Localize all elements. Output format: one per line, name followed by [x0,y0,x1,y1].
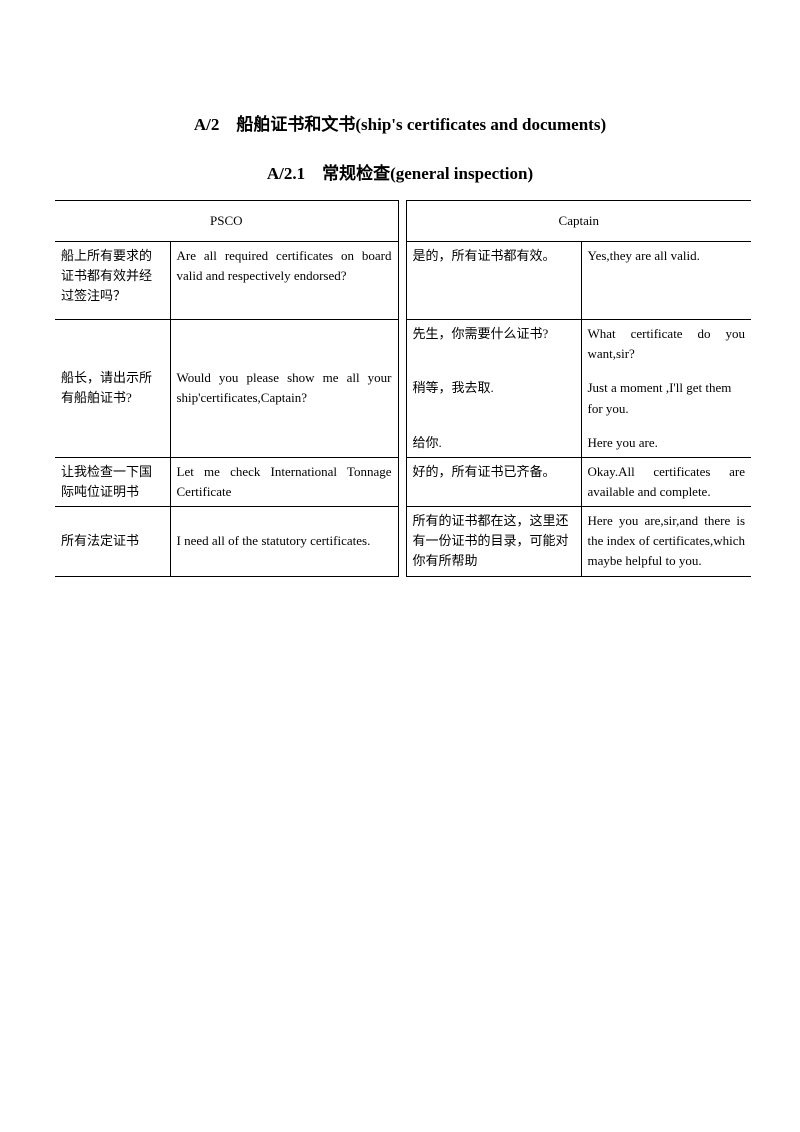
captain-en: Here you are. [581,429,751,458]
column-gap [398,457,406,506]
psco-en: Are all required certificates on board v… [170,242,398,320]
table-header-row: PSCO Captain [55,201,751,242]
captain-cn: 所有的证书都在这，这里还有一份证书的目录，可能对你有所帮助 [406,507,581,576]
psco-en: Let me check International Tonnage Certi… [170,457,398,506]
header-psco: PSCO [55,201,398,242]
captain-en: Here you are,sir,and there is the index … [581,507,751,576]
captain-cn: 稍等，我去取. [406,368,581,428]
column-gap [398,320,406,369]
captain-cn: 给你. [406,429,581,458]
captain-en: What certificate do you want,sir? [581,320,751,369]
table-row: 船上所有要求的证书都有效并经过签注吗？ Are all required cer… [55,242,751,320]
column-gap [398,429,406,458]
captain-cn: 先生，你需要什么证书? [406,320,581,369]
subsection-title: A/2.1 常规检查(general inspection) [55,159,745,184]
section-title: A/2 船舶证书和文书(ship's certificates and docu… [55,110,745,135]
psco-cn: 让我检查一下国际吨位证明书 [55,457,170,506]
document-page: A/2 船舶证书和文书(ship's certificates and docu… [0,0,800,577]
psco-en: I need all of the statutory certificates… [170,507,398,576]
captain-en: Just a moment ,I'll get them for you. [581,368,751,428]
table-row: 所有法定证书 I need all of the statutory certi… [55,507,751,576]
header-captain: Captain [406,201,751,242]
column-gap [398,507,406,576]
psco-cn: 船长，请出示所有船舶证书? [55,320,170,458]
psco-cn: 船上所有要求的证书都有效并经过签注吗？ [55,242,170,320]
psco-cn: 所有法定证书 [55,507,170,576]
column-gap [398,201,406,242]
table-row: 让我检查一下国际吨位证明书 Let me check International… [55,457,751,506]
captain-en: Okay.All certificates are available and … [581,457,751,506]
column-gap [398,242,406,320]
psco-en: Would you please show me all your ship'c… [170,320,398,458]
dialogue-table: PSCO Captain 船上所有要求的证书都有效并经过签注吗？ Are all… [55,200,751,577]
captain-en: Yes,they are all valid. [581,242,751,320]
column-gap [398,368,406,428]
table-row: 船长，请出示所有船舶证书? Would you please show me a… [55,320,751,369]
captain-cn: 好的，所有证书已齐备。 [406,457,581,506]
captain-cn: 是的，所有证书都有效。 [406,242,581,320]
